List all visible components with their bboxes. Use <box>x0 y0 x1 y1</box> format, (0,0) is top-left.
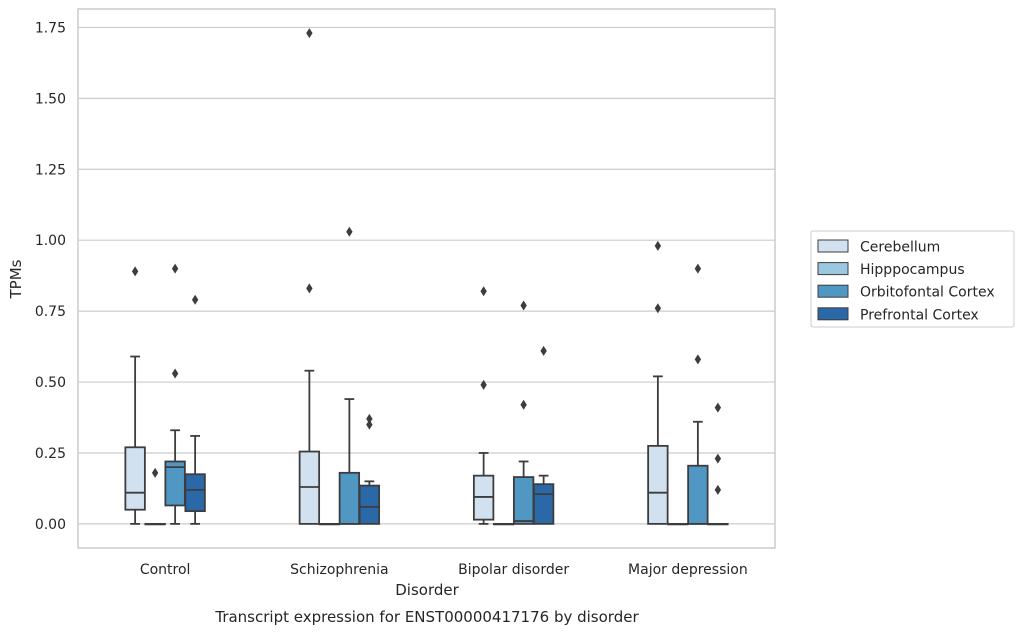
legend-label: Orbitofontal Cortex <box>860 285 995 301</box>
outlier-point <box>306 28 313 39</box>
outlier-point <box>714 402 722 413</box>
box-1-0 <box>298 28 321 525</box>
y-tick-label: 0.00 <box>35 517 66 533</box>
plot-frame <box>77 8 776 549</box>
y-tick-label: 0.50 <box>35 375 66 391</box>
x-axis-ticks: Control Schizophrenia Bipolar disorder Majo… <box>140 562 748 578</box>
box-3-2 <box>687 263 709 525</box>
box-body <box>532 483 555 525</box>
x-tick-label: Major depression <box>628 562 748 578</box>
legend-swatch <box>817 239 849 253</box>
outlier-point <box>480 286 487 297</box>
box-body <box>184 473 206 513</box>
box-0-1 <box>144 467 166 526</box>
box-3-1 <box>667 522 689 526</box>
legend-swatch <box>817 262 849 276</box>
x-tick-label: Schizophrenia <box>290 562 388 578</box>
box-0-0 <box>124 266 146 525</box>
outlier-point <box>131 266 139 277</box>
outlier-point <box>654 240 662 251</box>
outlier-point <box>694 263 702 274</box>
outlier-point <box>366 413 373 424</box>
outlier-point <box>480 379 487 390</box>
legend-frame <box>810 230 1015 328</box>
outlier-point <box>520 300 527 311</box>
box-3-0 <box>647 240 669 525</box>
box-body <box>358 484 381 525</box>
x-tick-label: Control <box>140 562 191 578</box>
outlier-point <box>366 419 373 430</box>
legend: Cerebellum Hipppocampus Orbitofontal Corte… <box>810 230 1015 328</box>
outlier-point <box>520 399 527 410</box>
outlier-point <box>714 453 722 464</box>
outlier-point <box>654 303 662 314</box>
y-tick-label: 1.00 <box>35 233 66 249</box>
y-tick-label: 1.25 <box>35 162 66 178</box>
legend-swatch <box>817 284 849 298</box>
outlier-point <box>346 226 353 237</box>
legend-label: Prefrontal Cortex <box>860 307 979 323</box>
y-tick-label: 1.50 <box>35 91 66 107</box>
y-tick-label: 0.75 <box>35 304 66 320</box>
outlier-point <box>171 368 179 379</box>
y-axis-ticks: 0.00 0.25 0.50 0.75 1.00 1.25 1.50 1.75 <box>35 20 66 532</box>
outlier-point <box>540 345 547 356</box>
box-3-3 <box>707 402 729 526</box>
box-body <box>164 460 186 507</box>
box-0-2 <box>164 263 186 525</box>
box-0-3 <box>184 294 206 525</box>
box-2-2 <box>512 300 535 525</box>
box-1-3 <box>358 413 381 525</box>
box-body <box>647 444 669 525</box>
chart-title: Transcript expression for ENST0000041717… <box>214 608 639 626</box>
outlier-point <box>306 283 313 294</box>
box-body <box>338 471 361 525</box>
y-tick-label: 0.25 <box>35 446 66 462</box>
box-body <box>124 446 146 511</box>
y-axis-label: TPMs <box>7 259 25 299</box>
x-tick-label: Bipolar disorder <box>458 562 569 578</box>
box-2-1 <box>492 522 515 526</box>
plot-area <box>124 28 729 526</box>
legend-label: Hipppocampus <box>860 262 965 278</box>
y-tick-label: 1.75 <box>35 20 66 36</box>
legend-label: Cerebellum <box>860 240 940 256</box>
outlier-point <box>694 354 702 365</box>
outlier-point <box>171 263 179 274</box>
legend-swatch <box>817 307 849 321</box>
box-body <box>687 464 709 525</box>
box-2-3 <box>532 345 555 525</box>
box-body <box>512 476 535 525</box>
outlier-point <box>191 294 199 305</box>
outlier-point <box>151 467 159 478</box>
outlier-point <box>714 484 722 495</box>
x-axis-label: Disorder <box>395 581 459 599</box>
box-2-0 <box>472 286 495 525</box>
box-1-1 <box>318 522 341 526</box>
